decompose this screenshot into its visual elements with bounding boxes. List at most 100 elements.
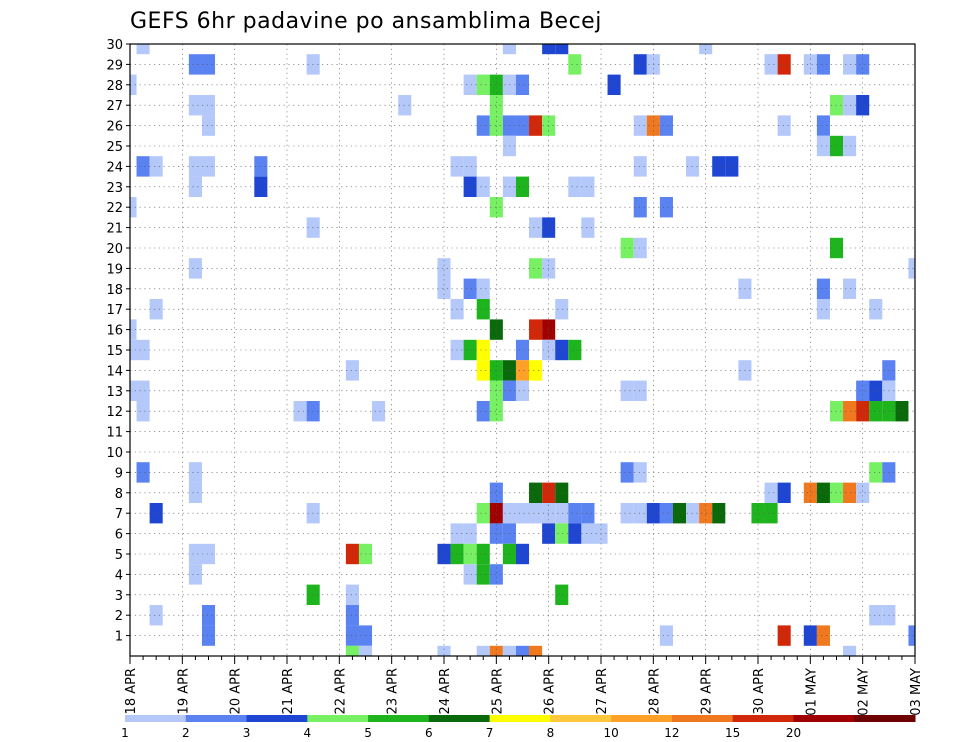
heatmap-cell [856,401,870,422]
heatmap-cell [476,299,490,320]
heatmap-cell [633,115,647,136]
chart-title: GEFS 6hr padavine po ansamblima Becej [130,9,602,34]
x-tick-label: 26 APR [543,668,558,714]
heatmap-cell [843,95,857,116]
heatmap-cell [672,503,687,524]
x-tick-label: 02 MAY [857,668,872,716]
heatmap-cell [843,278,857,299]
heatmap-cell [529,360,543,381]
heatmap-cell [476,503,490,524]
heatmap-cell [130,74,137,95]
heatmap-cell [751,503,765,524]
y-tick-label: 28 [106,79,123,94]
heatmap-cell [816,625,830,646]
heatmap-cell [463,339,477,361]
x-tick-label: 27 APR [595,668,610,714]
x-tick-label: 30 APR [752,668,767,714]
heatmap-cell [777,115,791,136]
heatmap-cell [358,645,373,656]
heatmap-cell [476,74,490,95]
colorbar-label: 10 [604,726,619,740]
heatmap-cell [149,503,163,524]
heatmap-cell [869,462,883,483]
heatmap-cell [843,482,857,503]
heatmap-cell [345,625,359,646]
heatmap-cell [345,543,359,565]
heatmap-cell [816,482,830,503]
heatmap-cell [816,278,830,299]
heatmap-cell [843,135,857,157]
heatmap-cell [489,503,503,524]
heatmap-cell [816,115,830,136]
heatmap-cell [607,74,621,95]
heatmap-cell [869,299,883,320]
heatmap-cell [515,74,530,95]
heatmap-cell [515,176,530,197]
colorbar-swatch [611,715,673,722]
heatmap-cell [529,258,543,279]
heatmap-cell [463,156,477,177]
heatmap-cell [502,645,516,656]
y-tick-label: 8 [115,487,123,502]
y-tick-label: 11 [106,426,123,441]
heatmap-cell [515,503,530,524]
heatmap-cell [529,482,543,503]
heatmap-cell [476,278,490,299]
y-tick-label: 2 [115,609,123,624]
heatmap-cell [581,217,595,238]
heatmap-cell [149,156,163,177]
colorbar-label: 4 [303,726,311,740]
heatmap-cell [803,482,817,503]
heatmap-cell [764,482,778,503]
grid-layer [130,44,915,656]
colorbar-swatch [732,715,794,722]
heatmap-cell [188,543,202,565]
colorbar-swatch [246,715,308,722]
heatmap-cell [476,645,490,656]
colorbar-label: 2 [182,726,190,740]
colorbar-label: 15 [725,726,740,740]
y-tick-label: 13 [106,385,123,400]
heatmap-cell [437,258,451,279]
heatmap-cell [463,278,477,299]
heatmap-cell [908,258,915,279]
heatmap-cell [555,523,569,544]
y-tick-label: 25 [106,140,123,155]
heatmap-cell [633,237,647,259]
y-tick-label: 24 [106,160,123,175]
heatmap-cell [130,319,137,340]
heatmap-cell [136,339,150,361]
x-tick-label: 28 APR [647,668,662,714]
heatmap-cell [633,503,647,524]
heatmap-cell [856,482,870,503]
y-tick-label: 3 [115,589,123,604]
heatmap-cell [130,339,137,361]
heatmap-cell [568,503,582,524]
heatmap-cell [555,584,569,605]
heatmap-cell [712,503,726,524]
heatmap-cell [188,95,202,116]
y-tick-label: 22 [106,201,123,216]
x-tick-label: 23 APR [386,668,401,714]
heatmap-cell [568,339,582,361]
colorbar-label: 1 [121,726,129,740]
heatmap-cell [515,543,530,565]
heatmap-cell [489,319,503,340]
heatmap-cell [201,54,216,75]
heatmap-cell [463,564,477,585]
x-tick-label: 03 MAY [909,668,924,716]
heatmap-cell [201,156,216,177]
y-tick-label: 19 [106,262,123,277]
y-tick-label: 29 [106,58,123,73]
x-axis: 18 APR 19 APR 20 APR 21 APR 22 APR 23 APR 24 A… [124,656,924,716]
heatmap-cell [581,523,595,544]
y-tick-label: 27 [106,99,123,114]
heatmap-cell [476,176,490,197]
heatmap-cell [555,299,569,320]
heatmap-cell [529,645,543,656]
heatmap-cell [529,217,543,238]
heatmap-cell [856,95,870,116]
heatmap-cell [777,54,791,75]
heatmap-cell [659,625,673,646]
